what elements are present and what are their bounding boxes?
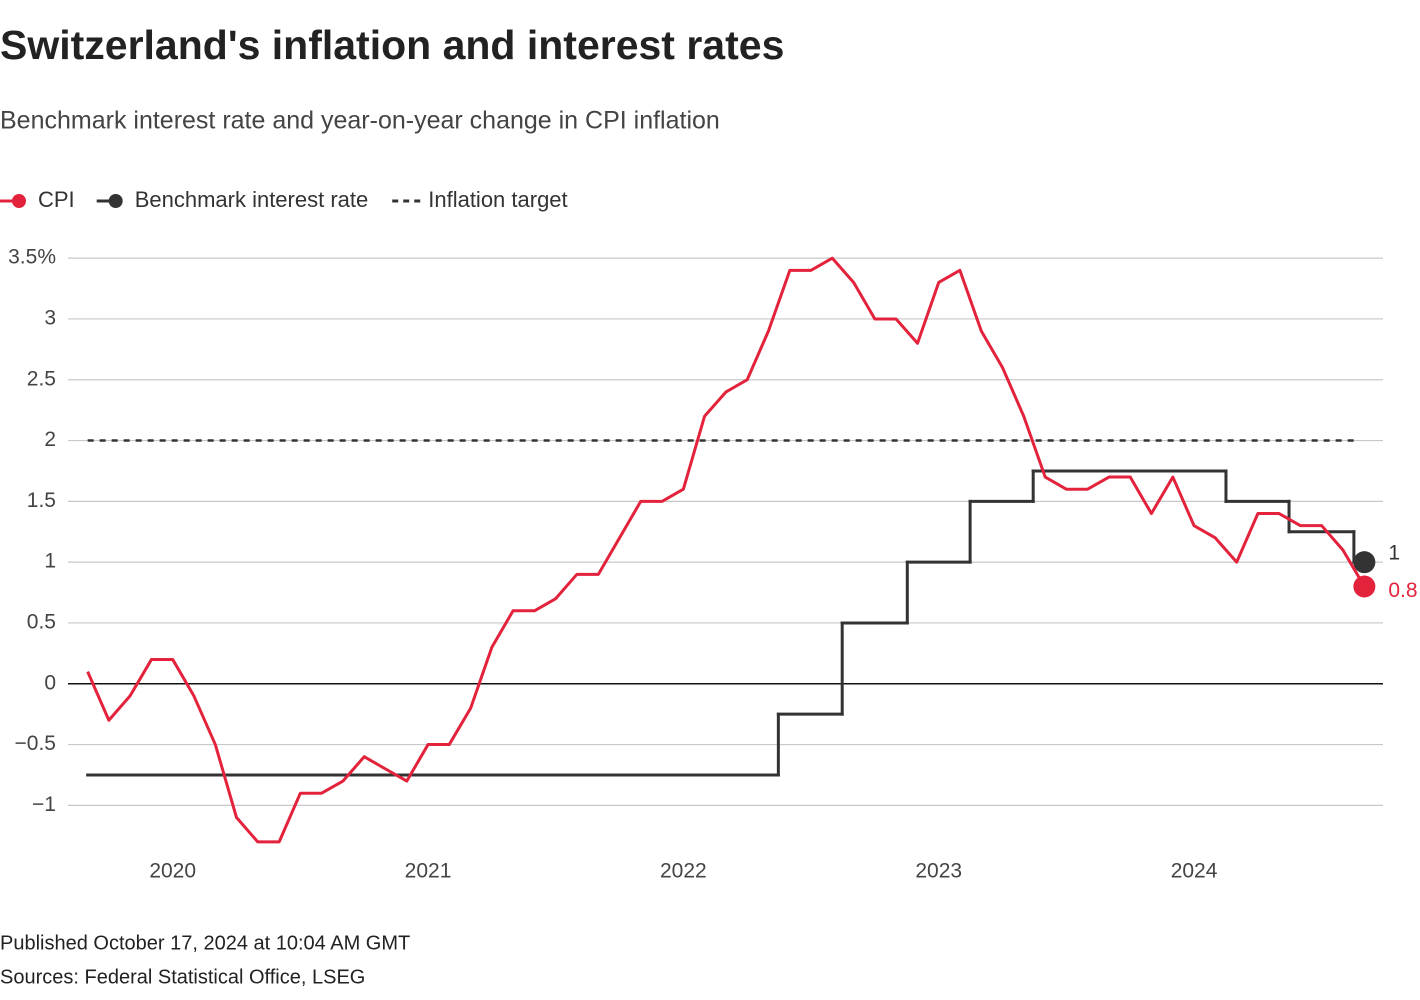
y-tick-label: 2 (44, 428, 56, 451)
end-dot (1353, 575, 1376, 598)
legend-dot (108, 194, 123, 208)
y-tick-label: 3.5% (8, 246, 56, 269)
end-label: 1 (1388, 542, 1400, 565)
chart-title: Switzerland's inflation and interest rat… (0, 22, 784, 68)
y-tick-label: −1 (32, 793, 56, 816)
legend-label: Benchmark interest rate (135, 187, 369, 212)
legend-label: CPI (38, 187, 75, 212)
y-tick-label: 3 (44, 307, 56, 330)
y-tick-label: 1.5 (27, 489, 56, 512)
legend-label: Inflation target (428, 187, 567, 212)
x-tick-label: 2024 (1171, 860, 1218, 883)
legend-dot (12, 194, 26, 208)
y-tick-label: −0.5 (15, 732, 56, 755)
y-tick-label: 0 (44, 671, 56, 694)
x-tick-label: 2020 (149, 860, 196, 883)
footer-note: Published October 17, 2024 at 10:04 AM G… (0, 932, 410, 954)
chart-subtitle: Benchmark interest rate and year-on-year… (0, 107, 720, 135)
y-tick-label: 0.5 (27, 611, 56, 634)
x-tick-label: 2021 (405, 860, 452, 883)
x-tick-label: 2022 (660, 860, 707, 883)
cpi-line (86, 256, 1366, 844)
y-tick-label: 2.5 (27, 367, 56, 390)
x-tick-label: 2023 (915, 860, 962, 883)
y-tick-label: 1 (44, 550, 56, 573)
footer-note: Sources: Federal Statistical Office, LSE… (0, 966, 365, 988)
end-label: 0.8 (1388, 579, 1417, 602)
end-dot (1353, 551, 1376, 574)
